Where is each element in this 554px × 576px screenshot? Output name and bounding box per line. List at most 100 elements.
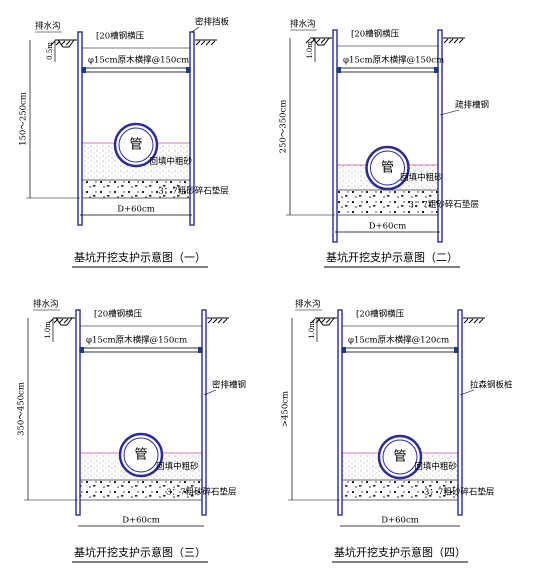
hatch <box>207 318 213 324</box>
drain-label: 排水沟 <box>35 21 61 32</box>
hatch <box>310 318 316 324</box>
strut <box>79 347 203 353</box>
pipe-label: 管 <box>393 450 406 465</box>
wall <box>457 309 463 516</box>
cushion-label: 3：7粗砂碎石垫层 <box>158 186 228 197</box>
hatch <box>315 38 321 44</box>
hatch <box>443 38 449 44</box>
hatch <box>53 318 59 324</box>
pipe-label: 管 <box>381 161 394 176</box>
hatch <box>210 40 216 46</box>
leader <box>459 389 475 396</box>
strut-end <box>434 67 438 73</box>
strut-end <box>342 347 346 353</box>
pipe-inner <box>123 437 159 473</box>
panel-title: 基坑开挖支护示意图（一） <box>74 250 206 264</box>
depth-label: 250～350cm <box>279 100 289 154</box>
leader <box>203 389 217 396</box>
hatch <box>217 318 223 324</box>
wall-label: 疏排槽钢 <box>455 100 489 111</box>
strut <box>341 347 459 353</box>
cushion-label: 3：7粗砂碎石垫层 <box>166 487 236 498</box>
hatch <box>453 38 459 44</box>
drain-label: 排水沟 <box>33 299 59 310</box>
hatch <box>478 318 484 324</box>
drain-ditch <box>317 317 335 326</box>
wall-label: 密排挡板 <box>195 17 230 28</box>
hatch <box>310 38 316 44</box>
wall <box>437 29 443 243</box>
top-gap-label: 1.0m <box>308 321 316 339</box>
backfill-label: 回填中粗砂 <box>414 461 457 472</box>
panel-title: 基坑开挖支护示意图（四） <box>334 545 466 559</box>
strut-label: φ15cm原木横撑@150cm <box>88 55 189 66</box>
channel-label: [20槽钢横压 <box>351 29 400 40</box>
hatch <box>320 38 326 44</box>
hatch <box>55 40 61 46</box>
leader <box>191 26 200 33</box>
hatch <box>325 318 331 324</box>
depth-label: >450cm <box>281 391 291 427</box>
width-label: D+60cm <box>381 516 419 526</box>
width-label: D+60cm <box>369 222 407 232</box>
hatch <box>200 40 206 46</box>
panel-title: 基坑开挖支护示意图（三） <box>74 545 206 559</box>
hatch <box>60 40 66 46</box>
hatch <box>63 318 69 324</box>
hatch <box>473 318 479 324</box>
channel-label: [20槽钢横压 <box>94 309 143 320</box>
top-gap-label: 1.0m <box>44 321 52 339</box>
hatch <box>315 318 321 324</box>
pipe-inner <box>382 439 418 475</box>
hatch <box>458 38 464 44</box>
strut-end <box>198 347 202 353</box>
pipe-label: 管 <box>129 138 142 153</box>
hatch <box>222 318 228 324</box>
drain-ditch <box>55 317 73 326</box>
top-gap-label: 1.0m <box>306 41 314 59</box>
wall <box>75 309 81 516</box>
cushion-label: 3：7粗砂碎石垫层 <box>424 487 494 498</box>
depth-label: 350～450cm <box>17 382 27 436</box>
strut-label: φ15cm原木横撑@120cm <box>348 335 449 346</box>
width-label: D+60cm <box>122 516 160 526</box>
backfill-label: 回填中粗砂 <box>156 461 199 472</box>
pipe-label: 管 <box>134 448 147 463</box>
hatch <box>463 318 469 324</box>
hatch <box>50 40 56 46</box>
wall <box>201 309 207 516</box>
drain-label: 排水沟 <box>295 299 321 310</box>
hatch <box>468 318 474 324</box>
cushion-label: 3：7粗砂碎石垫层 <box>409 199 479 210</box>
wall <box>337 309 343 516</box>
drain-ditch <box>312 37 330 46</box>
backfill-label: 回填中粗砂 <box>149 156 192 167</box>
backfill-label: 回填中粗砂 <box>400 172 443 183</box>
strut-end <box>82 67 86 73</box>
leader <box>439 109 460 116</box>
strut <box>81 67 191 73</box>
drain-ditch <box>57 39 75 48</box>
drain-label: 排水沟 <box>290 19 316 30</box>
strut-label: φ15cm原木横撑@150cm <box>343 55 444 66</box>
strut-end <box>80 347 84 353</box>
hatch <box>58 318 64 324</box>
hatch <box>448 38 454 44</box>
strut-end <box>186 67 190 73</box>
wall-label: 拉森钢板桩 <box>470 380 513 391</box>
hatch <box>195 40 201 46</box>
channel-label: [20槽钢横压 <box>356 309 405 320</box>
strut-label: φ15cm原木横撑@150cm <box>86 335 187 346</box>
hatch <box>305 38 311 44</box>
hatch <box>205 40 211 46</box>
panel-title: 基坑开挖支护示意图（二） <box>326 250 458 264</box>
channel-label: [20槽钢横压 <box>96 31 145 42</box>
strut-end <box>337 67 341 73</box>
wall <box>332 29 338 243</box>
pipe-inner <box>370 150 405 186</box>
